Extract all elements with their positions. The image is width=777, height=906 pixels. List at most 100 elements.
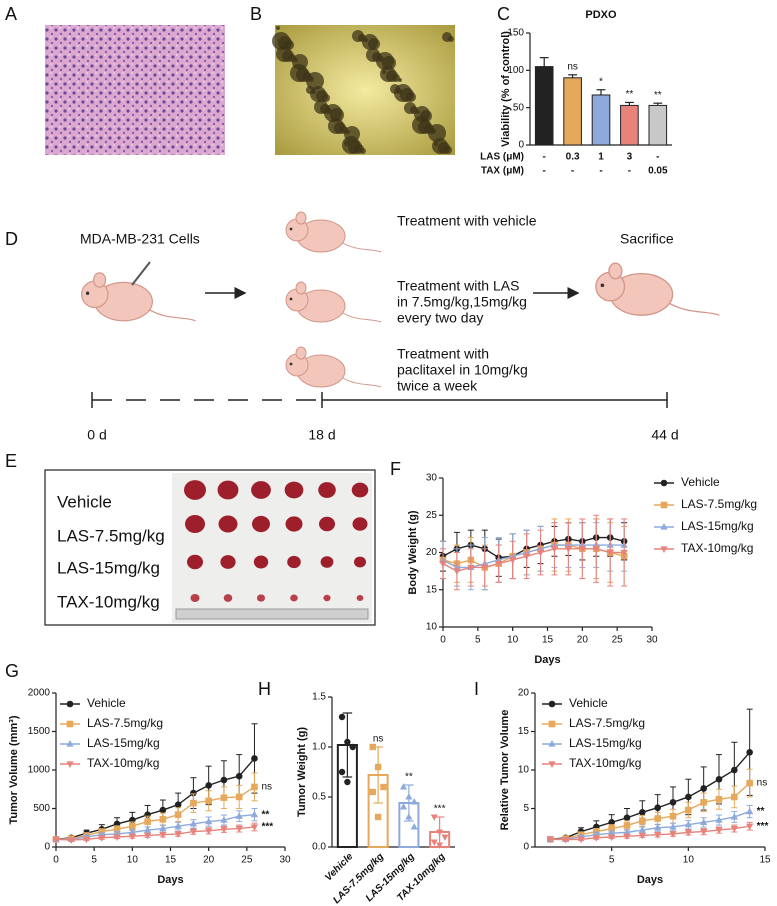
marker <box>250 810 259 818</box>
data-point <box>436 842 444 849</box>
marker <box>143 832 152 840</box>
tumors <box>184 480 369 603</box>
marker <box>700 799 707 806</box>
marker <box>251 755 258 762</box>
legend-marker <box>660 479 668 487</box>
significance: ns <box>373 734 384 745</box>
y-tick-label: 0.0 <box>312 842 326 853</box>
data-point <box>441 834 449 841</box>
x-axis-label: Days <box>534 654 560 666</box>
data-point <box>369 788 376 796</box>
x-tick-label: 20 <box>577 635 589 646</box>
tumor <box>287 555 301 569</box>
legend-label: TAX-10mg/kg <box>569 756 641 770</box>
y-tick-label: 20 <box>518 688 530 699</box>
organoid <box>434 142 438 146</box>
marker <box>189 828 198 836</box>
marker <box>608 834 616 841</box>
marker <box>608 819 615 826</box>
marker <box>52 836 60 844</box>
marker <box>715 816 723 823</box>
marker <box>592 546 600 553</box>
legend-label: LAS-7.5mg/kg <box>569 716 645 730</box>
marker <box>220 776 228 784</box>
y-axis-label: Tumor Weight (g) <box>296 727 308 817</box>
marker <box>731 793 738 801</box>
histology-image <box>45 25 225 155</box>
marker <box>623 828 631 836</box>
treatment: in 7.5mg/kg,15mg/kg <box>397 294 527 310</box>
organoid <box>272 32 290 50</box>
x-tick-label: 5 <box>91 855 97 866</box>
ruler <box>175 608 369 620</box>
organoid <box>276 26 280 30</box>
group-label: TAX-10mg/kg <box>57 592 160 611</box>
series-line <box>550 810 750 840</box>
cell-line: MDA-MB-231 Cells <box>80 231 200 247</box>
panel-label: B <box>250 4 262 24</box>
x-tick-label: 5 <box>475 635 481 646</box>
data-point <box>430 814 438 821</box>
marker <box>144 818 151 825</box>
data-point <box>374 813 382 821</box>
data-point <box>374 763 382 771</box>
y-tick-label: 1.5 <box>312 692 326 703</box>
tumor <box>251 481 271 499</box>
legend-marker <box>660 501 668 509</box>
y-axis-label: Relative Tumor Volume <box>499 710 511 831</box>
tumor <box>318 482 336 498</box>
marker <box>190 789 197 797</box>
timepoint: 44 d <box>651 427 678 443</box>
marker <box>220 816 228 823</box>
marker <box>638 832 646 840</box>
marker <box>746 748 753 756</box>
y-tick-label: 1500 <box>28 726 51 737</box>
bar <box>534 66 554 146</box>
x-tick-label: 20 <box>203 855 215 866</box>
significance: ns <box>757 778 768 789</box>
significance: ** <box>626 89 634 100</box>
y-tick-label: 100 <box>507 65 524 76</box>
legend-label: LAS-7.5mg/kg <box>681 497 757 511</box>
marker <box>251 783 258 791</box>
data-point <box>410 798 418 805</box>
marker <box>730 825 738 833</box>
marker <box>730 813 738 820</box>
data-point <box>436 829 444 836</box>
marker <box>235 772 243 780</box>
row-value: - <box>656 152 659 163</box>
marker <box>715 827 723 835</box>
marker <box>654 832 662 839</box>
marker <box>654 804 661 812</box>
tumor <box>319 516 335 532</box>
tumor <box>290 594 298 602</box>
marker <box>481 564 489 572</box>
y-tick-label: 15 <box>518 726 530 737</box>
marker <box>608 825 615 832</box>
organoid <box>382 70 386 74</box>
y-tick-label: 50 <box>513 102 525 113</box>
data-point <box>344 778 351 786</box>
marker <box>495 561 503 568</box>
series-line <box>442 548 625 572</box>
marker <box>606 549 614 557</box>
marker <box>608 829 616 836</box>
x-tick-label: 10 <box>683 855 695 866</box>
x-tick-label: 0 <box>53 855 59 866</box>
marker <box>174 822 182 829</box>
x-tick-label: 15 <box>759 855 771 866</box>
significance: ** <box>654 90 662 101</box>
tumor <box>352 517 368 531</box>
marker <box>220 826 228 834</box>
marker <box>467 564 475 572</box>
x-tick-label: 30 <box>646 635 658 646</box>
legend-label: Vehicle <box>569 696 608 710</box>
legend-marker <box>66 720 74 728</box>
timepoint: 18 d <box>308 427 335 443</box>
marker <box>684 820 692 828</box>
legend-label: Vehicle <box>87 696 126 710</box>
marker <box>205 782 212 789</box>
tumor <box>256 594 266 602</box>
marker <box>623 833 631 841</box>
